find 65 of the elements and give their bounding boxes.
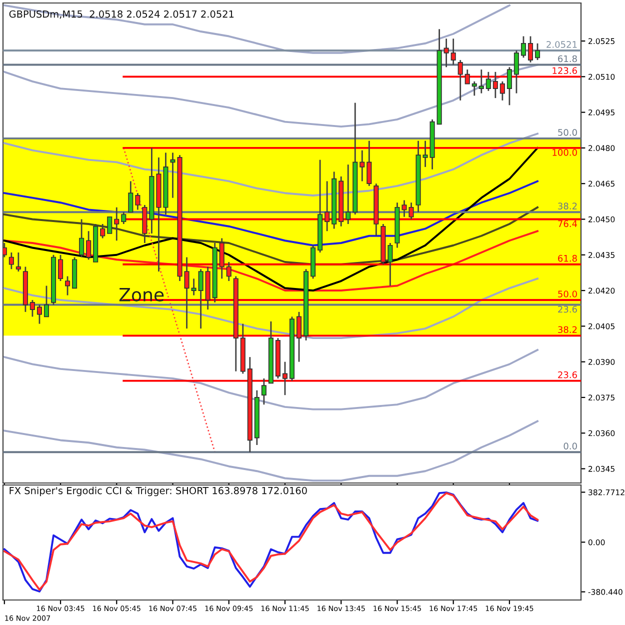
- line-series: [3, 348, 538, 410]
- candlestick: [121, 211, 126, 225]
- candlestick: [16, 252, 21, 272]
- candlestick: [8, 252, 14, 270]
- candlestick: [534, 42, 540, 61]
- line-series: [3, 180, 538, 246]
- candlestick: [528, 36, 534, 64]
- candlestick: [492, 71, 498, 99]
- candlestick: [261, 378, 266, 406]
- chart-title: FX Sniper's Ergodic CCI & Trigger: SHORT 163.8978 172.0160: [10, 486, 307, 496]
- series-label: 76.4: [558, 220, 578, 228]
- series-label: 61.8: [558, 254, 577, 262]
- series-label: 61.8: [558, 55, 577, 62]
- candlestick: [500, 80, 505, 102]
- line-series: [3, 64, 538, 128]
- candlestick: [128, 180, 134, 213]
- line-series: [3, 420, 538, 482]
- candlestick: [36, 304, 42, 324]
- series-label: 2.0521: [546, 41, 577, 48]
- candlestick: [107, 216, 112, 234]
- series-label: 123.6: [552, 67, 577, 74]
- candlestick: [472, 80, 477, 96]
- series-label: 38.2: [558, 326, 577, 334]
- line-series: [3, 132, 538, 196]
- candlestick: [366, 140, 372, 187]
- series-label: 0.0: [564, 442, 577, 450]
- candlestick: [486, 71, 491, 92]
- candlestick: [444, 38, 449, 68]
- series-label: 50.0: [558, 128, 577, 136]
- candlestick: [464, 68, 470, 84]
- series-label: 50.0: [558, 290, 577, 298]
- candlestick: [79, 218, 84, 258]
- candlestick: [44, 285, 50, 318]
- candlestick: [422, 140, 428, 168]
- candlestick: [282, 361, 288, 396]
- candlestick: [458, 59, 463, 102]
- candlestick: [65, 276, 70, 296]
- candlestick: [388, 242, 393, 286]
- series-label: 38.2: [558, 202, 577, 210]
- line-series: [3, 278, 538, 340]
- candlestick: [135, 192, 140, 210]
- candlestick: [58, 254, 64, 282]
- line-series: [3, 4, 510, 54]
- candlestick: [506, 66, 512, 106]
- candlestick: [360, 150, 365, 182]
- candlestick: [514, 50, 519, 94]
- text: GBPUSDm,M15 2.0518 2.0524 2.0517 2.0521: [9, 10, 234, 19]
- candlestick: [226, 261, 232, 282]
- series-label: 23.6: [558, 371, 577, 378]
- candlestick: [219, 238, 224, 280]
- series-label: 100.0: [552, 148, 577, 156]
- candlestick: [100, 223, 106, 239]
- candlestick: [478, 68, 484, 94]
- candlestick: [324, 180, 330, 232]
- candlestick: [191, 278, 196, 296]
- band-label: Zone: [119, 288, 164, 302]
- series-label: 23.6: [558, 306, 577, 313]
- candlestick: [30, 299, 35, 318]
- candlestick: [114, 206, 120, 242]
- line-series: [3, 206, 538, 266]
- candlestick: [346, 164, 351, 225]
- candlestick: [296, 311, 302, 363]
- candlestick: [520, 36, 526, 58]
- candlestick: [198, 268, 204, 330]
- candlestick: [450, 38, 456, 66]
